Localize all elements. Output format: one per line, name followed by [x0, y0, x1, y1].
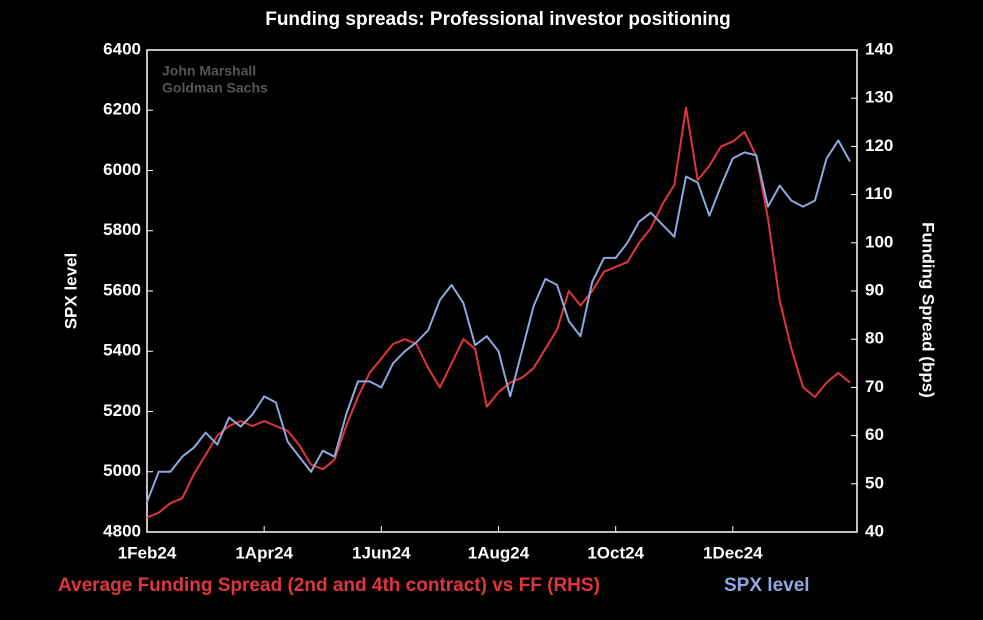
y-tick-label: 5200 — [103, 401, 141, 420]
series-line — [146, 139, 851, 503]
y-tick-label: 5600 — [103, 280, 141, 299]
legend-entry: Average Funding Spread (2nd and 4th cont… — [58, 575, 600, 596]
y2-tick-label: 50 — [865, 473, 884, 492]
y2-tick-label: 70 — [865, 377, 884, 396]
y-tick-label: 6200 — [103, 100, 141, 119]
y-tick-label: 5400 — [103, 341, 141, 360]
y-tick-label: 5800 — [103, 220, 141, 239]
y-tick-label: 4800 — [103, 521, 141, 540]
y2-tick-label: 90 — [865, 280, 884, 299]
y2-tick-label: 100 — [865, 232, 893, 251]
y2-tick-label: 130 — [865, 88, 893, 107]
y-tick-label: 6400 — [103, 39, 141, 58]
watermark: John Marshall — [162, 63, 256, 79]
y2-tick-label: 40 — [865, 521, 884, 540]
x-tick-label: 1Oct24 — [587, 543, 644, 562]
y2-tick-label: 120 — [865, 136, 893, 155]
y-tick-label: 6000 — [103, 160, 141, 179]
y-tick-label: 5000 — [103, 461, 141, 480]
x-tick-label: 1Apr24 — [235, 543, 293, 562]
y2-tick-label: 60 — [865, 425, 884, 444]
legend-entry: SPX level — [724, 575, 810, 596]
y2-axis-label: Funding Spread (bps) — [919, 222, 938, 398]
chart-title: Funding spreads: Professional investor p… — [265, 9, 731, 30]
watermark: Goldman Sachs — [162, 80, 268, 96]
x-tick-label: 1Jun24 — [352, 543, 411, 562]
y2-tick-label: 140 — [865, 39, 893, 58]
y-axis-label: SPX level — [61, 253, 80, 330]
y2-tick-label: 80 — [865, 329, 884, 348]
series-line — [146, 106, 851, 519]
y2-tick-label: 110 — [865, 184, 892, 203]
x-tick-label: 1Aug24 — [468, 543, 530, 562]
x-tick-label: 1Dec24 — [703, 543, 763, 562]
x-tick-label: 1Feb24 — [118, 543, 177, 562]
